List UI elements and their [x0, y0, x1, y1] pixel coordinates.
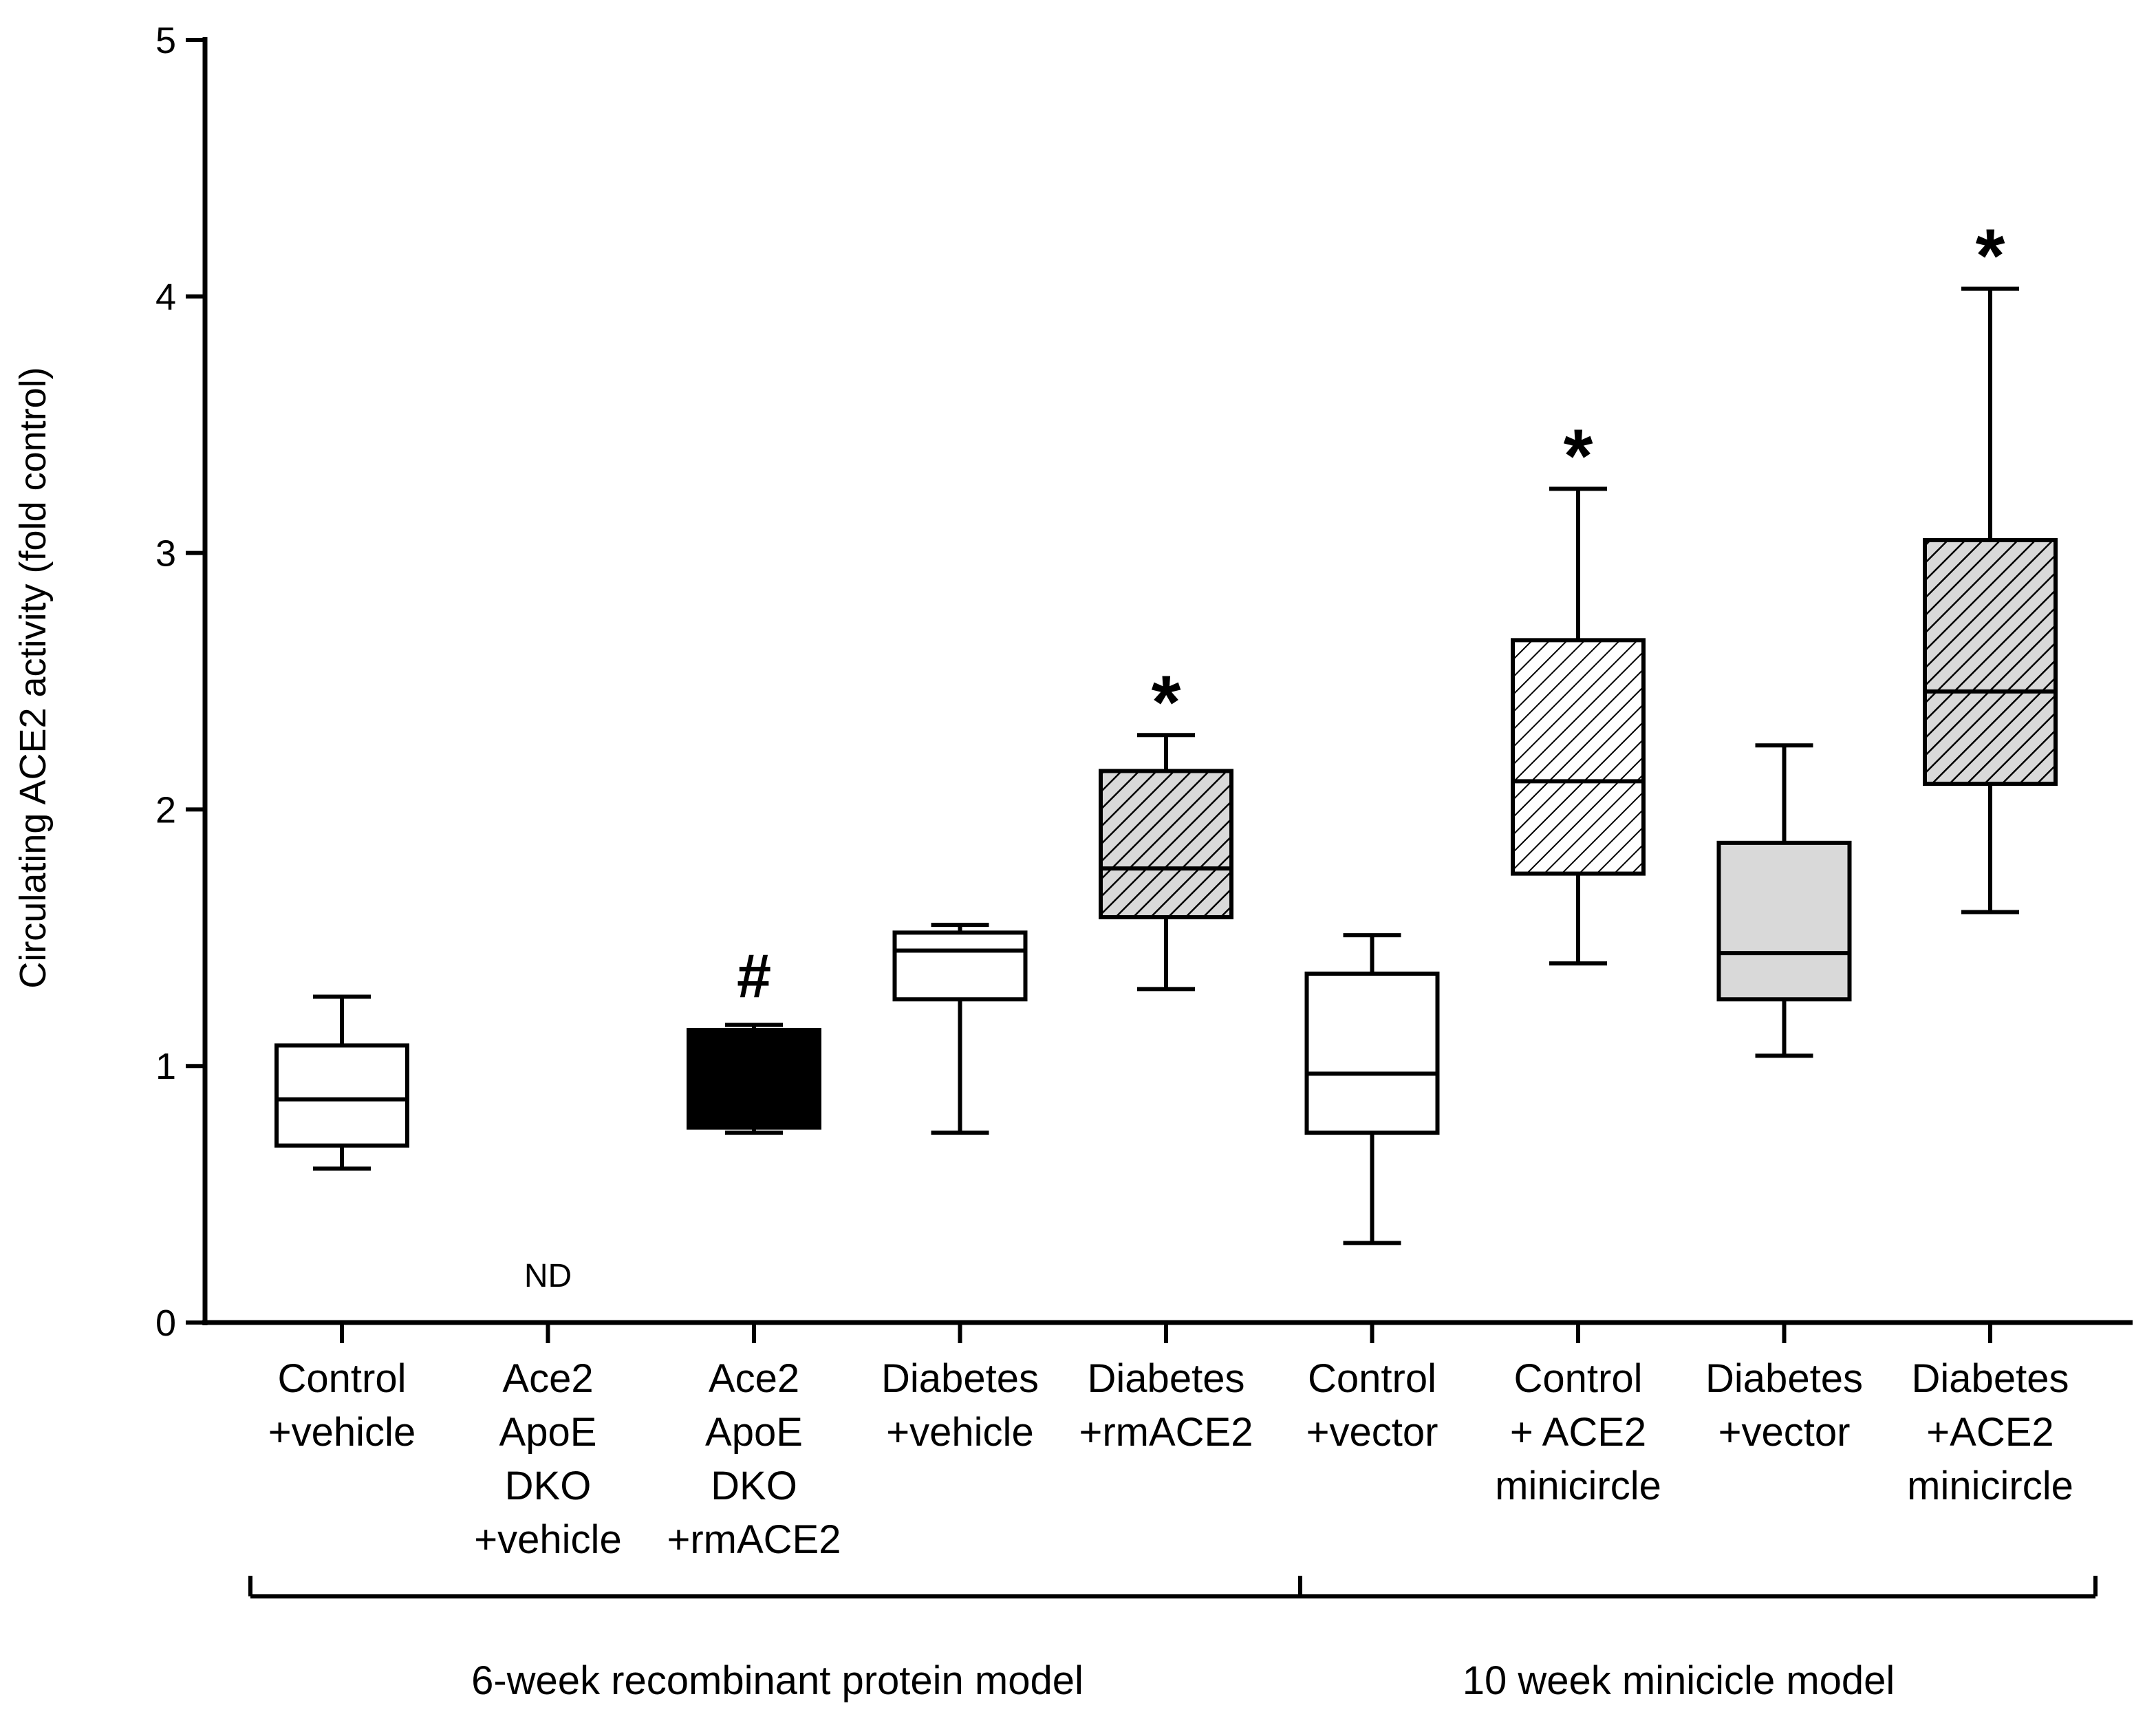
category-label-line: Diabetes — [1705, 1356, 1863, 1401]
category-label-line: +ACE2 — [1926, 1410, 2053, 1455]
y-tick-label: 5 — [155, 20, 176, 61]
category-label-line: +vector — [1718, 1410, 1851, 1455]
category-label-line: Diabetes — [1088, 1356, 1245, 1401]
iqr-box — [1923, 537, 2058, 786]
category-label-line: Ace2 — [502, 1356, 593, 1401]
group-label: 10 week minicicle model — [1463, 1658, 1895, 1703]
y-tick-label: 2 — [155, 789, 176, 831]
box-plot-3 — [892, 923, 1028, 1135]
iqr-box — [274, 1043, 409, 1148]
category-label-line: +vehicle — [886, 1410, 1033, 1455]
category-label-line: Control — [1308, 1356, 1436, 1401]
axes: 0 1 2 3 4 5 — [155, 20, 2133, 1344]
category-label-line: +vehicle — [474, 1517, 621, 1562]
box-plot-4: * — [1099, 660, 1233, 992]
y-tick-label: 0 — [155, 1303, 176, 1344]
group-brackets: 6-week recombinant protein model 10 week … — [248, 1576, 2098, 1703]
box-plot-6: * — [1511, 414, 1646, 966]
category-label-line: ApoE — [499, 1410, 597, 1455]
iqr-box — [687, 1028, 821, 1130]
asterisk-significance-marker: * — [1152, 660, 1181, 745]
category-label-line: DKO — [711, 1464, 797, 1508]
box-plot-0 — [274, 994, 409, 1171]
category-label-line: DKO — [505, 1464, 592, 1508]
category-label-line: minicircle — [1907, 1464, 2073, 1508]
y-tick-label: 4 — [155, 277, 176, 318]
hash-significance-marker: # — [737, 943, 771, 1012]
category-label-line: +vehicle — [268, 1410, 416, 1455]
y-tick-label: 1 — [155, 1046, 176, 1087]
box-plot-7 — [1716, 743, 1852, 1058]
iqr-box — [892, 930, 1028, 1002]
asterisk-significance-marker: * — [1564, 414, 1593, 498]
category-label-line: Diabetes — [1912, 1356, 2069, 1401]
category-label-line: Diabetes — [881, 1356, 1039, 1401]
y-axis-label: Circulating ACE2 activity (fold control) — [12, 367, 54, 988]
boxes: ND # * * * — [274, 214, 2058, 1294]
box-plot-8: * — [1923, 214, 2058, 914]
box-plot-2: # — [687, 943, 821, 1135]
category-label-line: +rmACE2 — [1079, 1410, 1253, 1455]
not-detected-label: ND — [524, 1258, 572, 1294]
iqr-box — [1511, 638, 1646, 876]
category-label-line: + ACE2 — [1510, 1410, 1646, 1455]
iqr-box — [1716, 840, 1852, 1002]
category-label-line: Control — [1514, 1356, 1643, 1401]
category-label-line: +vector — [1306, 1410, 1438, 1455]
category-label-line: ApoE — [705, 1410, 803, 1455]
category-label-line: Ace2 — [709, 1356, 799, 1401]
iqr-box — [1304, 971, 1440, 1135]
box-plot-5 — [1304, 933, 1440, 1245]
category-label-line: Control — [278, 1356, 407, 1401]
group-label: 6-week recombinant protein model — [471, 1658, 1084, 1703]
asterisk-significance-marker: * — [1976, 214, 2005, 299]
category-label-line: minicircle — [1495, 1464, 1661, 1508]
iqr-box — [1099, 769, 1233, 919]
y-tick-label: 3 — [155, 533, 176, 575]
category-labels: Control +vehicle Ace2 ApoE DKO +vehicle Ace2 Ap… — [268, 1356, 2073, 1562]
category-label-line: +rmACE2 — [667, 1517, 841, 1562]
